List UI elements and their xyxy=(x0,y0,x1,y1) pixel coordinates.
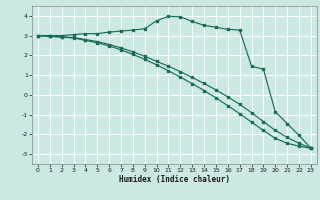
X-axis label: Humidex (Indice chaleur): Humidex (Indice chaleur) xyxy=(119,175,230,184)
